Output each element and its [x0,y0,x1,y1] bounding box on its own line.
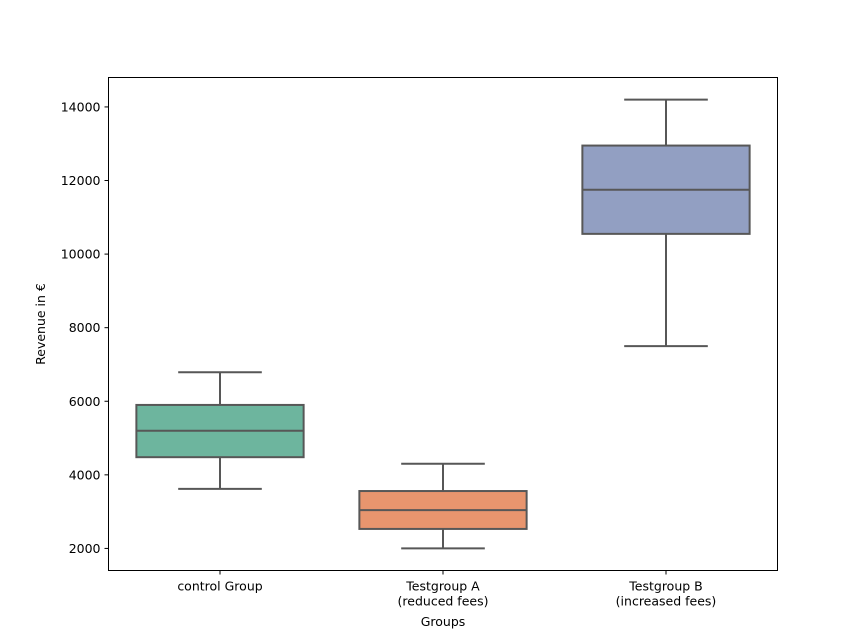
y-tick-label: 4000 [69,467,101,482]
boxes-layer [135,98,751,550]
y-tick-label: 2000 [69,541,101,556]
x-axis-label: Groups [421,614,466,629]
y-tick-label: 12000 [61,173,101,188]
x-tick-label: Testgroup B (increased fees) [616,579,717,609]
y-tick-label: 8000 [69,320,101,335]
y-tick-label: 14000 [61,99,101,114]
box-group [135,371,305,490]
x-tick-label-line: (reduced fees) [398,594,489,609]
y-axis-label: Revenue in € [33,283,48,365]
y-tick-label: 10000 [61,247,101,262]
y-tick-label: 6000 [69,394,101,409]
x-axis: control Group Testgroup A (reduced fees)Te… [177,570,717,609]
x-tick-label-line: (increased fees) [616,594,717,609]
box-group [581,98,751,348]
x-tick-label-line: Testgroup A [405,579,480,594]
x-tick-label: Testgroup A (reduced fees) [398,579,489,609]
y-axis: 2000 4000 6000 8000 10000 12000 14000 [61,99,109,556]
x-tick-label-line: Testgroup B [628,579,702,594]
x-tick-label-line: control Group [177,579,262,594]
box-group [358,462,528,550]
x-tick-label: control Group [177,579,262,594]
